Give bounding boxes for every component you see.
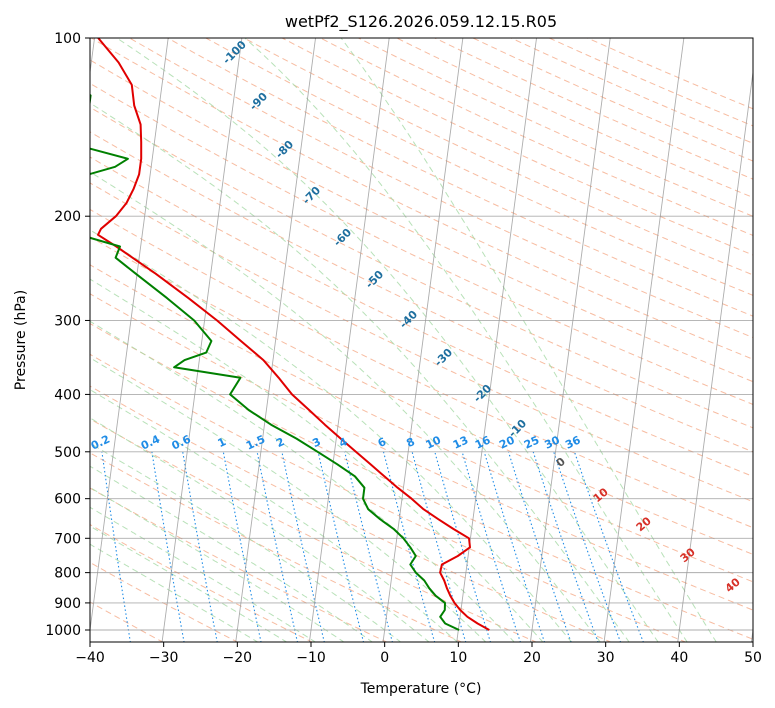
x-axis-ticks: −40 −30 −20 −10 0 10 20 30 40 50 xyxy=(75,642,762,666)
x-tick-label: 50 xyxy=(744,650,762,666)
mixing-ratio-label: 30 xyxy=(543,433,563,451)
moist-adiabat xyxy=(90,442,402,642)
dry-adiabat xyxy=(90,353,687,642)
x-tick-label: 30 xyxy=(597,650,615,666)
isotherm-line xyxy=(161,38,243,642)
mixing-ratio-label: 13 xyxy=(451,433,470,451)
y-tick-label: 1000 xyxy=(45,623,81,639)
x-tick-label: 40 xyxy=(670,650,688,666)
moist-adiabat xyxy=(90,320,515,642)
mixing-ratio-line xyxy=(461,451,521,642)
moist-adiabat xyxy=(90,229,573,642)
mixing-ratio-line xyxy=(281,451,325,642)
data-lines xyxy=(90,38,490,631)
y-tick-label: 100 xyxy=(54,31,81,47)
y-tick-label: 400 xyxy=(54,387,81,403)
moist-adiabat xyxy=(90,102,630,642)
moist-adiabat xyxy=(116,38,659,642)
y-tick-label: 600 xyxy=(54,492,81,508)
mixing-ratio-line xyxy=(507,451,572,642)
x-tick-label: −40 xyxy=(75,650,105,666)
isotherm-line xyxy=(677,68,753,642)
mixing-ratio-line xyxy=(101,451,131,642)
y-tick-label: 300 xyxy=(54,313,81,329)
mixing-ratio-line xyxy=(344,451,393,642)
mixing-ratio-line xyxy=(434,451,492,642)
dry-adiabat xyxy=(90,452,463,642)
mixing-ratio-label: 25 xyxy=(522,433,541,451)
y-tick-label: 500 xyxy=(54,445,81,461)
mixing-ratio-line xyxy=(182,451,218,642)
mixing-ratio-line xyxy=(553,451,622,642)
isotherm-line xyxy=(382,38,464,642)
y-tick-label: 900 xyxy=(54,596,81,612)
y-tick-label: 700 xyxy=(54,531,81,547)
dry-adiabat xyxy=(90,385,612,642)
moist-adiabat xyxy=(340,38,717,642)
temperature-line xyxy=(97,38,490,631)
mixing-ratio-line xyxy=(532,451,599,642)
mixing-ratio-line xyxy=(411,451,467,642)
mixing-ratio-line xyxy=(483,451,546,642)
x-tick-label: 10 xyxy=(449,650,467,666)
y-axis-ticks: 100 200 300 400 500 600 700 800 900 1000 xyxy=(45,31,90,639)
mixing-ratio-line xyxy=(256,451,299,642)
moist-adiabat xyxy=(244,38,688,642)
mixing-ratio-line xyxy=(151,451,185,642)
dry-adiabat xyxy=(90,487,388,642)
isotherm-line xyxy=(90,38,169,634)
dry-adiabat xyxy=(90,236,753,555)
isotherm-line xyxy=(603,38,685,642)
dewpoint-line xyxy=(90,93,460,631)
moist-adiabat xyxy=(90,543,259,642)
moist-adiabat xyxy=(90,389,459,642)
moist-adiabat xyxy=(90,417,430,642)
y-tick-label: 800 xyxy=(54,566,81,582)
x-tick-label: −10 xyxy=(296,650,326,666)
isotherm-line xyxy=(235,38,316,642)
mixing-ratio-line xyxy=(573,451,644,642)
background-lines xyxy=(90,38,753,642)
mixing-ratio-label: 16 xyxy=(473,433,493,451)
x-tick-label: 20 xyxy=(523,650,541,666)
moist-adiabat xyxy=(90,171,601,642)
x-axis-label: Temperature (°C) xyxy=(360,681,482,697)
mixing-ratio-label: 36 xyxy=(563,433,583,451)
plot-frame xyxy=(89,37,754,643)
dry-adiabat xyxy=(90,264,753,583)
y-axis-label: Pressure (hPa) xyxy=(13,290,29,390)
isotherm-line xyxy=(529,38,611,642)
mixing-ratio-line xyxy=(317,451,365,642)
dry-adiabat xyxy=(90,322,753,640)
mixing-ratio-label: 10 xyxy=(424,433,444,451)
moist-adiabat xyxy=(90,465,374,642)
x-tick-label: 0 xyxy=(380,650,389,666)
y-tick-label: 200 xyxy=(54,209,81,225)
isotherm-line xyxy=(308,38,390,642)
mixing-ratio-line xyxy=(222,451,262,642)
x-tick-label: −20 xyxy=(223,650,253,666)
x-tick-label: −30 xyxy=(149,650,179,666)
moist-adiabat xyxy=(90,525,288,642)
chart-title: wetPf2_S126.2026.059.12.15.R05 xyxy=(285,12,557,32)
mixing-ratio-label: 20 xyxy=(497,433,517,451)
